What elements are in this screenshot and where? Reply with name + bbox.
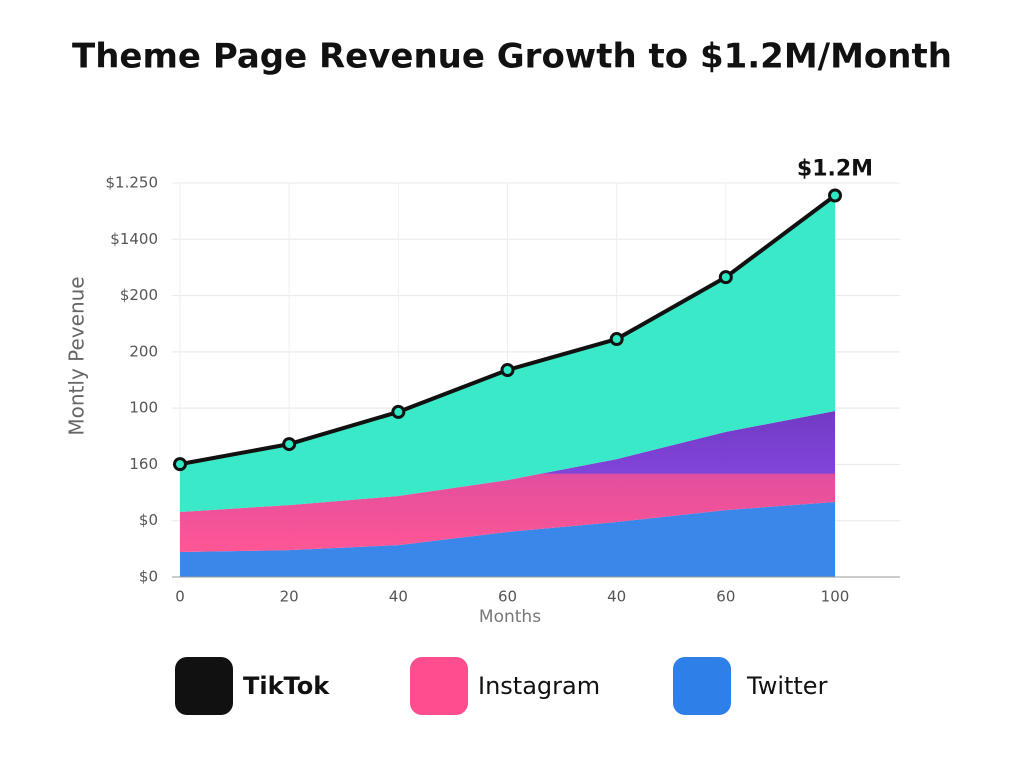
x-tick-label: 60 — [716, 588, 735, 606]
y-axis-label: Montly Pevenue — [65, 276, 89, 435]
x-tick-label: 20 — [280, 588, 299, 606]
y-tick-label: $0 — [139, 511, 158, 529]
legend-label: Instagram — [478, 672, 600, 700]
x-tick-label: 40 — [389, 588, 408, 606]
legend-icon — [410, 657, 468, 715]
area — [180, 501, 835, 577]
x-tick-label: 100 — [821, 588, 850, 606]
y-tick-label: $1.250 — [106, 174, 159, 192]
annotation: $1.2M — [797, 157, 873, 182]
legend-icon — [673, 657, 731, 715]
x-axis-label: Months — [479, 607, 541, 627]
legend-label: Twitter — [746, 672, 828, 700]
area — [180, 410, 835, 552]
x-tick-label: 40 — [607, 588, 626, 606]
x-tick-label: 60 — [498, 588, 517, 606]
y-tick-label: 200 — [129, 342, 158, 360]
x-tick-label: 0 — [175, 588, 185, 606]
point-marker — [718, 270, 733, 285]
point-marker — [391, 404, 406, 419]
point-marker — [500, 362, 515, 377]
area — [180, 195, 835, 512]
y-tick-label: 100 — [129, 399, 158, 417]
point-marker — [828, 188, 842, 203]
y-tick-label: $200 — [120, 286, 158, 304]
point-marker — [282, 437, 297, 452]
y-tick-label: $0 — [139, 568, 158, 586]
point-marker — [173, 457, 187, 472]
legend-icon — [175, 657, 233, 715]
legend-label: TikTok — [243, 672, 330, 700]
point-marker — [609, 332, 624, 347]
chart-title: Theme Page Revenue Growth to $1.2M/Month — [72, 37, 952, 77]
y-tick-label: 160 — [129, 455, 158, 473]
y-tick-label: $1400 — [110, 230, 158, 248]
